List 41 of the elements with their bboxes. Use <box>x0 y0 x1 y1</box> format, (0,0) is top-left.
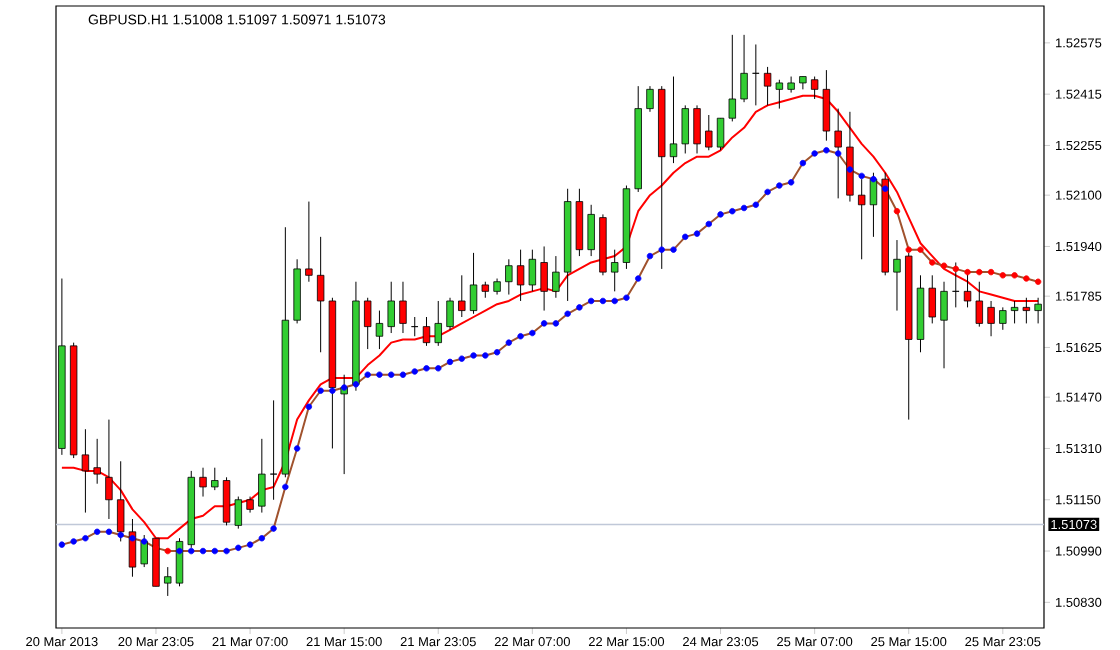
candlestick <box>669 76 678 164</box>
candlestick <box>693 104 701 154</box>
candlestick <box>164 566 172 597</box>
candlestick <box>399 281 407 334</box>
candlestick <box>434 300 442 347</box>
candlestick <box>740 34 748 103</box>
candlestick <box>963 271 972 308</box>
candlestick <box>940 281 948 369</box>
candlestick <box>893 239 901 312</box>
candlestick <box>928 274 936 324</box>
candlestick <box>540 245 548 312</box>
candlestick <box>375 310 384 350</box>
candlestick <box>363 297 372 350</box>
candlestick <box>987 300 995 337</box>
candlestick <box>787 76 795 94</box>
candlestick <box>458 274 466 318</box>
candlestick <box>211 467 219 491</box>
candlestick <box>258 438 266 514</box>
candlestick <box>505 258 513 296</box>
candlestick <box>269 399 278 501</box>
candlestick <box>681 104 689 154</box>
candlestick <box>587 204 595 257</box>
candlestick <box>305 201 313 283</box>
candlestick <box>646 85 654 113</box>
candlestick <box>975 281 983 328</box>
candlestick <box>234 496 242 530</box>
candlestick <box>552 255 560 299</box>
candlestick <box>93 438 101 485</box>
candlestick <box>469 252 478 315</box>
candlestick <box>446 297 454 331</box>
candlestick <box>105 419 113 520</box>
candlestick <box>610 249 619 292</box>
candlestick <box>728 34 736 122</box>
candlestick <box>716 117 725 151</box>
candlestick <box>705 114 713 151</box>
candlestick <box>222 476 231 526</box>
candlestick <box>834 108 842 199</box>
candlestick <box>387 281 395 334</box>
candlestick <box>422 316 431 347</box>
candlestick <box>999 306 1007 331</box>
candlestick <box>199 467 207 498</box>
